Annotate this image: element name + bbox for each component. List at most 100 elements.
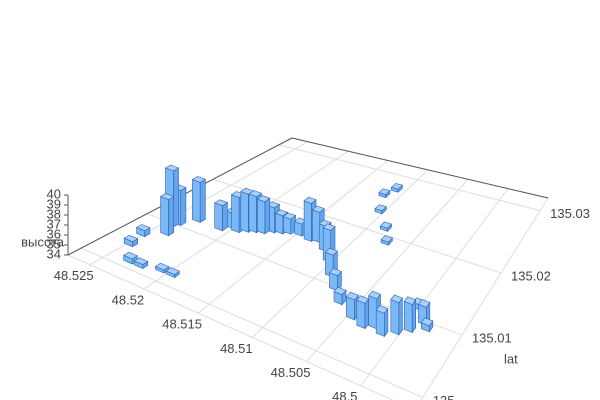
bar-side (231, 194, 240, 234)
bar-top (379, 221, 393, 229)
bar (390, 294, 403, 336)
bar-top (282, 212, 297, 220)
x-tick-label: 48.505 (271, 365, 311, 380)
bar-top (248, 190, 262, 198)
bar-top (123, 251, 138, 260)
bar (333, 286, 347, 306)
bar (378, 188, 391, 199)
y-tick-label: 135.03 (550, 206, 590, 221)
bar (191, 176, 206, 223)
bar-top (256, 195, 271, 203)
bar (403, 296, 417, 334)
z-axis-title: высота (21, 234, 65, 249)
x-tick-label: 48.51 (220, 341, 253, 356)
bar (154, 262, 170, 274)
z-tick-label: 34 (47, 246, 61, 261)
bar-side (403, 300, 413, 334)
bar-side (160, 196, 169, 237)
bar-top (333, 286, 347, 296)
bar-side (356, 299, 366, 329)
bar-side (173, 167, 179, 228)
floor-edge (291, 137, 549, 199)
bar (123, 251, 138, 265)
bar-top (417, 299, 431, 308)
x-tick-label: 48.5 (332, 389, 357, 400)
grid-line (197, 160, 389, 314)
bar (379, 221, 393, 233)
bar-top (403, 296, 417, 305)
bar-top (345, 291, 359, 301)
bar-top (375, 305, 389, 314)
bar-side (240, 191, 249, 233)
y-tick-label: 135.01 (472, 331, 512, 346)
bar-top (378, 188, 391, 195)
bar-top (390, 294, 403, 304)
z-tick-label: 36 (47, 226, 61, 241)
bar-top (390, 183, 404, 190)
z-tick-label: 40 (47, 186, 61, 201)
bar (282, 212, 297, 235)
bar-side (368, 295, 378, 330)
bar-top (322, 223, 336, 231)
z-tick-label: 35 (47, 236, 61, 251)
grid-line (80, 247, 424, 398)
bar-top (135, 224, 151, 232)
bar-top (154, 262, 170, 271)
bar-top (374, 204, 387, 212)
bar-top (368, 290, 381, 300)
floor (66, 137, 549, 400)
bar (328, 268, 342, 292)
bar-side (214, 202, 223, 232)
bar-top (123, 234, 139, 243)
bar-side (411, 298, 417, 334)
bar-top (303, 196, 317, 204)
bar (165, 267, 180, 279)
bar-side (398, 297, 403, 336)
z-tick-label: 39 (47, 196, 61, 211)
bar-top (328, 268, 342, 277)
bar (256, 195, 271, 235)
bar-side (222, 201, 228, 232)
z-tick-label: 37 (47, 216, 61, 231)
bar-side (264, 197, 271, 235)
bar-top (191, 176, 206, 183)
grid-line (251, 169, 429, 338)
bar-side (303, 200, 312, 242)
x-tick-label: 48.52 (112, 292, 145, 307)
bar-top (274, 209, 289, 217)
grid-line (278, 144, 541, 211)
y-axis-title: lat (504, 351, 518, 366)
bar (380, 235, 393, 246)
bar-top (324, 247, 338, 256)
bar-top (380, 235, 393, 243)
bar-top (159, 193, 175, 201)
bar-side (248, 193, 257, 234)
y-tick-label: 135.02 (511, 268, 551, 283)
bar-top (164, 164, 180, 172)
bar (214, 199, 229, 232)
bar (135, 224, 151, 238)
bar (356, 295, 370, 330)
bar-top (133, 257, 149, 265)
bar-side (375, 309, 385, 337)
bar (159, 193, 175, 237)
bar-side (364, 298, 370, 330)
bar-top (420, 317, 434, 327)
bar-side (346, 296, 355, 321)
bar (123, 234, 139, 248)
bar-top (214, 199, 229, 207)
bar-side (199, 178, 206, 223)
bar-side (192, 179, 201, 223)
bar (375, 305, 389, 338)
bar-side (275, 212, 284, 235)
bar-top (311, 205, 325, 213)
bar (374, 204, 387, 215)
bar (133, 257, 149, 270)
bar-top (165, 267, 180, 275)
grid-line (360, 188, 509, 387)
y-tick-label: 135 (433, 393, 455, 400)
bar (420, 317, 434, 333)
bar-top (266, 201, 281, 209)
bar-side (283, 216, 292, 235)
